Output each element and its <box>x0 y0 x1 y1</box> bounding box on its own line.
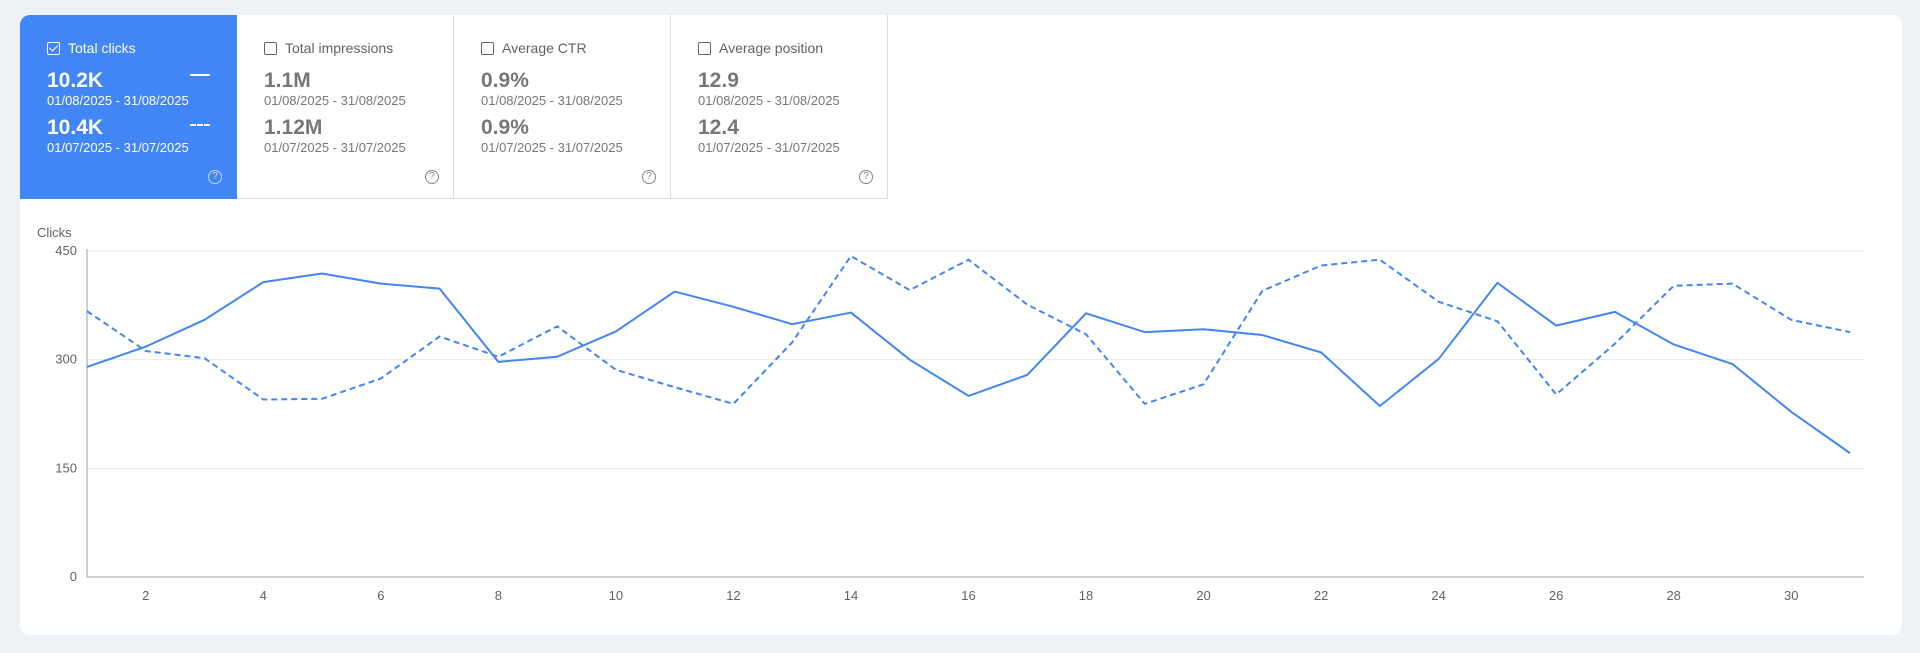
y-tick-label: 0 <box>70 569 77 584</box>
solid-line-legend-icon <box>190 74 210 76</box>
checkbox-unchecked-icon[interactable] <box>481 41 494 55</box>
help-icon[interactable]: ? <box>425 170 439 184</box>
x-tick-label: 28 <box>1666 588 1680 603</box>
x-tick-label: 18 <box>1079 588 1093 603</box>
previous-value: 10.4K <box>47 116 104 139</box>
metric-total-impressions[interactable]: Total impressions 1.1M 01/08/2025 - 31/0… <box>237 15 454 199</box>
metric-header: Total impressions <box>264 39 453 57</box>
help-icon[interactable]: ? <box>642 170 656 184</box>
x-tick-label: 6 <box>377 588 384 603</box>
metric-label: Average CTR <box>502 40 587 56</box>
previous-value: 1.12M <box>264 116 323 139</box>
x-tick-label: 8 <box>495 588 502 603</box>
x-tick-labels: 2 4 6 8 10 12 14 16 18 20 22 24 26 28 30 <box>142 588 1798 603</box>
metric-tabs: Total clicks 10.2K 01/08/2025 - 31/08/20… <box>20 15 888 199</box>
checkbox-unchecked-icon[interactable] <box>264 41 277 55</box>
current-range: 01/08/2025 - 31/08/2025 <box>264 93 406 108</box>
metric-average-ctr[interactable]: Average CTR 0.9% 01/08/2025 - 31/08/2025… <box>454 15 671 199</box>
current-value: 10.2K <box>47 69 104 92</box>
x-tick-label: 16 <box>961 588 975 603</box>
y-tick-label: 150 <box>55 460 77 475</box>
metric-average-position[interactable]: Average position 12.9 01/08/2025 - 31/08… <box>671 15 888 199</box>
x-tick-label: 14 <box>844 588 858 603</box>
x-tick-label: 2 <box>142 588 149 603</box>
x-tick-label: 30 <box>1784 588 1798 603</box>
metric-header: Average CTR <box>481 39 670 57</box>
x-tick-label: 10 <box>609 588 623 603</box>
help-icon[interactable]: ? <box>208 170 222 184</box>
y-tick-label: 300 <box>55 352 77 367</box>
help-icon[interactable]: ? <box>859 170 873 184</box>
metric-label: Total clicks <box>68 40 136 56</box>
x-tick-label: 22 <box>1314 588 1328 603</box>
metric-label: Total impressions <box>285 40 394 56</box>
previous-period-line <box>86 255 1851 405</box>
previous-value: 12.4 <box>698 116 739 139</box>
metric-header: Total clicks <box>47 39 236 57</box>
y-tick-labels: 0 150 300 450 <box>55 243 77 584</box>
x-tick-label: 24 <box>1431 588 1445 603</box>
series-lines <box>86 255 1851 454</box>
metric-header: Average position <box>698 39 887 57</box>
checkbox-checked-icon[interactable] <box>47 41 60 55</box>
previous-range: 01/07/2025 - 31/07/2025 <box>481 140 623 155</box>
checkbox-unchecked-icon[interactable] <box>698 41 711 55</box>
current-range: 01/08/2025 - 31/08/2025 <box>47 93 189 108</box>
x-tick-label: 12 <box>726 588 740 603</box>
current-range: 01/08/2025 - 31/08/2025 <box>481 93 623 108</box>
x-tick-label: 4 <box>260 588 267 603</box>
current-range: 01/08/2025 - 31/08/2025 <box>698 93 840 108</box>
y-axis-label: Clicks <box>37 225 72 240</box>
y-tick-label: 450 <box>55 243 77 258</box>
previous-value: 0.9% <box>481 116 529 139</box>
grid-lines <box>86 249 1864 578</box>
previous-range: 01/07/2025 - 31/07/2025 <box>698 140 840 155</box>
current-value: 0.9% <box>481 69 529 92</box>
metric-label: Average position <box>719 40 824 56</box>
current-value: 12.9 <box>698 69 739 92</box>
dashed-line-legend-icon <box>190 124 210 126</box>
x-tick-label: 26 <box>1549 588 1563 603</box>
performance-card: Total clicks 10.2K 01/08/2025 - 31/08/20… <box>20 15 1902 635</box>
current-value: 1.1M <box>264 69 311 92</box>
metric-total-clicks[interactable]: Total clicks 10.2K 01/08/2025 - 31/08/20… <box>20 15 237 199</box>
previous-range: 01/07/2025 - 31/07/2025 <box>47 140 189 155</box>
x-tick-label: 20 <box>1196 588 1210 603</box>
previous-range: 01/07/2025 - 31/07/2025 <box>264 140 406 155</box>
current-period-line <box>86 272 1851 454</box>
